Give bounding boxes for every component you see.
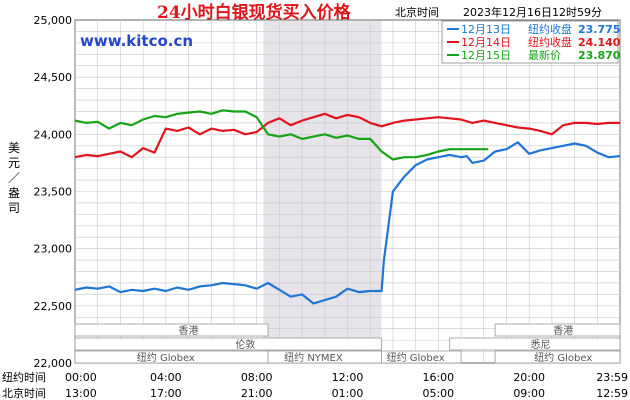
timestamp: 2023年12月16日12时59分 [463,5,602,19]
y-axis-label: 美元／盎司 [8,141,20,215]
sydney-label: 悉尼 [531,339,551,351]
ny-tick-label: 23:59 [596,371,628,384]
tz-label: 北京时间 [395,5,439,19]
london-label: 伦敦 [235,338,255,351]
brand-link[interactable]: www.kitco.cn [80,32,193,50]
legend-date: 12月13日 [461,23,511,36]
ny-globex-label-left: 纽约 Globex [137,351,195,364]
y-tick-label: 22,000 [34,357,73,370]
bj-tick-label: 17:00 [150,387,182,400]
bj-tick-label: 05:00 [422,387,454,400]
bj-tick-label: 01:00 [332,387,364,400]
legend-desc: 纽约收盘 [528,35,572,49]
bj-time-label: 北京时间 [2,386,46,400]
chart-title: 24小时白银现货买入价格 [157,2,352,23]
ny-tick-label: 08:00 [241,371,273,384]
y-axis-label-char: ／ [8,171,20,185]
ny-tick-label: 04:00 [150,371,182,384]
ny-time-label: 纽约时间 [2,370,46,384]
series-line-2 [74,112,620,159]
y-tick-label: 24,500 [34,71,73,84]
bj-tick-label: 12:59 [596,387,628,400]
bj-tick-label: 21:00 [241,387,273,400]
y-tick-label: 23,500 [34,186,73,199]
y-axis-label-char: 元 [8,156,20,170]
y-tick-label: 24,000 [34,128,73,141]
ny-tick-label: 00:00 [65,371,97,384]
legend-desc: 纽约收盘 [528,22,572,36]
bj-tick-label: 09:00 [513,387,545,400]
legend-value: 23.870 [578,49,621,62]
sydney-bar [449,337,621,351]
y-axis-label-char: 美 [8,141,20,155]
ny-globex-bar-mid [381,350,462,364]
y-axis-label-char: 盎 [8,186,20,200]
ny-tick-label: 20:00 [513,371,545,384]
hongkong-label-right: 香港 [553,325,573,337]
x-tick-labels: 00:00 04:00 08:00 12:00 16:00 20:00 23:59 13:00… [65,371,628,400]
legend-date: 12月15日 [461,49,511,62]
london-bar [74,337,382,351]
ny-globex-bar-right [494,350,621,364]
ny-tick-label: 12:00 [332,371,364,384]
y-tick-label: 25,000 [34,14,73,27]
ny-globex-label-right: 纽约 Globex [534,351,592,364]
ny-nymex-label: 纽约 NYMEX [284,351,343,364]
hongkong-bar-right [494,323,621,337]
ny-globex-label-mid: 纽约 Globex [387,351,445,364]
price-series [74,109,621,305]
hongkong-label-left: 香港 [179,325,199,337]
y-axis-label-text: 美元／盎司 [8,141,20,215]
legend-box [441,20,619,64]
ny-tick-label: 16:00 [422,371,454,384]
legend-value: 24.140 [578,36,621,49]
series-line-3 [74,109,489,161]
y-tick-labels: 25,000 24,500 24,000 23,500 23,000 22,500 22,0… [34,14,73,370]
series-line-1 [74,141,621,305]
y-tick-label: 22,500 [34,300,73,313]
legend-date: 12月14日 [461,36,511,49]
legend-desc: 最新价 [528,48,561,62]
legend-value: 23.775 [578,23,620,36]
y-axis-label-char: 司 [8,201,20,215]
hongkong-bar-left [74,323,269,337]
y-tick-label: 23,000 [34,243,73,256]
bj-tick-label: 13:00 [65,387,97,400]
